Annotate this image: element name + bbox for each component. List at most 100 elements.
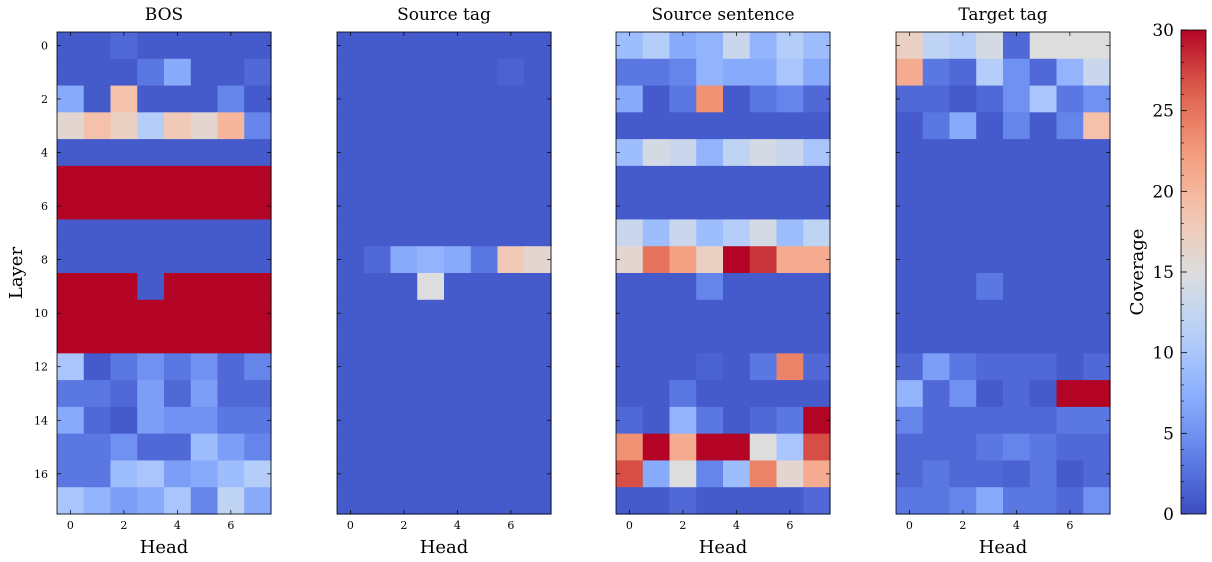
heatmap-cell [190,487,219,515]
heatmap-cell [976,460,1004,488]
heatmap-cell [110,406,138,435]
heatmap-cell [470,380,499,408]
heatmap-cell [217,326,245,354]
heatmap-cell [190,353,219,381]
heatmap-cell [57,246,85,274]
heatmap-cell [949,112,977,140]
heatmap-cell [137,165,165,194]
heatmap-cell [896,353,924,381]
heatmap-cell [896,219,924,247]
heatmap-cell [1029,58,1058,87]
heatmap-cell [976,487,1004,515]
heatmap-cell [217,406,245,435]
heatmap-cell [642,406,671,435]
heatmap-cell [669,326,697,354]
heatmap-cell [190,380,219,408]
heatmap-cell [1083,112,1111,140]
heatmap-cell [337,273,365,301]
heatmap-cell [164,219,192,247]
heatmap-cell [164,165,192,194]
x-tick-label: 2 [120,519,127,532]
heatmap-cell [616,192,644,221]
heatmap-cell [749,460,778,488]
heatmap-cell [803,219,831,247]
heatmap-cell [57,406,85,435]
heatmap-cell [444,165,472,194]
heatmap-cell [616,32,644,60]
heatmap-cell [1056,380,1084,408]
heatmap-cell [110,192,138,221]
heatmap-cell [217,32,245,60]
heatmap-cell [363,112,392,140]
heatmap-cell [444,192,472,221]
heatmap-cell [669,460,697,488]
heatmap-cell [417,219,445,247]
heatmap-cell [390,85,418,113]
heatmap-cell [696,246,724,274]
heatmap-cell [164,32,192,60]
heatmap-cell [696,139,724,167]
heatmap-cell [976,139,1004,167]
heatmap-cell [497,433,525,462]
heatmap-cell [470,487,499,515]
heatmap-cell [949,433,977,462]
heatmap-cell [1003,32,1031,60]
heatmap-cell [1003,112,1031,140]
heatmap-cell [642,165,671,194]
heatmap-cell [922,85,951,113]
heatmap-cell [164,246,192,274]
heatmap-cell [616,299,644,328]
heatmap-cell [616,85,644,113]
heatmap-cell [417,139,445,167]
heatmap-cell [1003,433,1031,462]
heatmap-cell [470,219,499,247]
heatmap-cell [83,433,112,462]
heatmap-cell [417,32,445,60]
heatmap-cell [83,32,112,60]
heatmap-cell [337,299,365,328]
heatmap-cell [776,433,804,462]
heatmap-cell [1056,32,1084,60]
heatmap-cell [1029,139,1058,167]
heatmap-cell [137,112,165,140]
heatmap-cell [976,246,1004,274]
heatmap-cell [137,139,165,167]
heatmap-cell [244,273,272,301]
heatmap-cell [1003,299,1031,328]
heatmap-cell [1003,246,1031,274]
heatmap-cell [803,487,831,515]
heatmap-cell [57,139,85,167]
heatmap-cell [164,192,192,221]
heatmap-cell [1003,460,1031,488]
heatmap-cell [137,192,165,221]
heatmap-cell [110,85,138,113]
heatmap-cell [497,192,525,221]
x-tick-label: 2 [679,519,686,532]
heatmap-cell [776,58,804,87]
heatmap-cell [417,273,445,301]
heatmap-cell [444,139,472,167]
y-tick-label: 16 [34,468,48,481]
heatmap-cell [776,85,804,113]
heatmap-cell [83,139,112,167]
heatmap-cell [723,433,751,462]
heatmap-cell [669,433,697,462]
heatmap-cell [417,299,445,328]
heatmap-cell [363,192,392,221]
heatmap-cell [244,219,272,247]
heatmap-cell [337,165,365,194]
heatmap-cell [896,192,924,221]
heatmap-cell [749,380,778,408]
heatmap-cell [669,192,697,221]
heatmap-cell [1029,406,1058,435]
heatmap-cell [1029,219,1058,247]
heatmap-cell [749,406,778,435]
heatmap-cell [696,85,724,113]
heatmap-cell [669,165,697,194]
panel-frame [895,31,1111,515]
heatmap-cell [470,460,499,488]
heatmap-cell [776,460,804,488]
heatmap-cell [190,326,219,354]
heatmap-cell [497,380,525,408]
